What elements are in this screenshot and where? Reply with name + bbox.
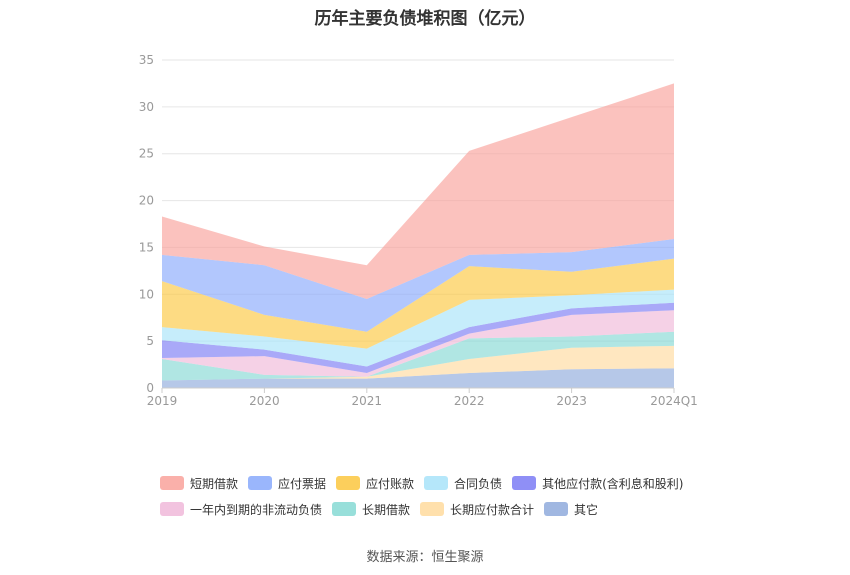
legend-item[interactable]: 短期借款	[160, 475, 238, 492]
legend-item[interactable]: 应付票据	[248, 475, 326, 492]
legend-swatch	[424, 476, 449, 490]
y-tick-label: 15	[139, 240, 154, 254]
legend-label: 长期应付款合计	[450, 502, 535, 517]
legend-label: 其他应付款(含利息和股利)	[542, 476, 684, 491]
area-2	[162, 345, 674, 381]
legend-label: 合同负债	[454, 476, 503, 491]
area-3	[162, 331, 674, 381]
legend-swatch	[160, 476, 184, 490]
y-tick-label: 20	[139, 194, 154, 208]
y-tick-label: 5	[146, 334, 154, 348]
y-tick-label: 30	[139, 100, 154, 114]
legend-item[interactable]: 长期借款	[332, 501, 410, 518]
area-8	[162, 238, 674, 332]
area-5	[162, 302, 674, 374]
legend-label: 长期借款	[362, 502, 411, 517]
area-4	[162, 310, 674, 377]
area-1	[162, 368, 674, 388]
x-tick-label: 2022	[454, 394, 485, 408]
legend-swatch	[420, 502, 445, 516]
legend-row-2: 一年内到期的非流动负债 长期借款 长期应付款合计 其它	[160, 498, 720, 520]
legend-swatch	[512, 476, 537, 490]
legend: 短期借款 应付票据 应付账款 合同负债 其他应付款(含利息和股利) 一年内到期的非流动负…	[160, 472, 720, 524]
legend-item[interactable]: 合同负债	[424, 475, 502, 492]
legend-swatch	[544, 502, 569, 516]
legend-item[interactable]: 其它	[544, 501, 598, 518]
legend-item[interactable]: 一年内到期的非流动负债	[160, 501, 322, 518]
axes: 0 5 10 15 20 25 30 35 2019 2020 2021 2022 2023 2024Q1	[139, 53, 698, 408]
legend-item[interactable]: 应付账款	[336, 475, 414, 492]
y-tick-label: 10	[139, 287, 154, 301]
legend-label: 一年内到期的非流动负债	[190, 502, 323, 517]
x-tick-label: 2024Q1	[650, 394, 698, 408]
source-note: 数据来源：恒生聚源	[366, 550, 484, 565]
y-tick-label: 25	[139, 147, 154, 161]
x-tick-label: 2020	[249, 394, 280, 408]
stacked-area-chart: 0 5 10 15 20 25 30 35 2019 2020 2021 2022 2023 2024Q1	[139, 53, 698, 408]
y-tick-label: 35	[139, 53, 154, 67]
legend-label: 应付票据	[278, 476, 327, 491]
legend-swatch	[332, 502, 357, 516]
x-tick-label: 2021	[352, 394, 383, 408]
legend-label: 其它	[574, 502, 599, 517]
y-tick-label: 0	[146, 381, 154, 395]
area-7	[162, 258, 674, 349]
area-9	[162, 83, 674, 299]
area-6	[162, 289, 674, 367]
legend-row-1: 短期借款 应付票据 应付账款 合同负债 其他应付款(含利息和股利)	[160, 472, 720, 494]
area-series	[162, 83, 674, 388]
x-tick-label: 2019	[147, 394, 178, 408]
legend-item[interactable]: 长期应付款合计	[420, 501, 534, 518]
x-tick-label: 2023	[556, 394, 587, 408]
legend-swatch	[336, 476, 361, 490]
legend-label: 短期借款	[190, 476, 239, 491]
legend-swatch	[248, 476, 273, 490]
legend-item[interactable]: 其他应付款(含利息和股利)	[512, 475, 683, 492]
chart-title: 历年主要负债堆积图（亿元）	[314, 9, 536, 29]
legend-swatch	[160, 502, 184, 516]
legend-label: 应付账款	[366, 476, 415, 491]
